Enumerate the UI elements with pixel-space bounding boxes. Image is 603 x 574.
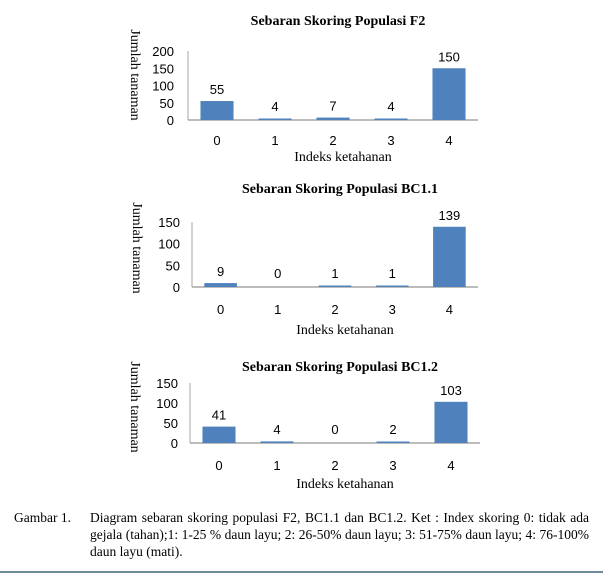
y-axis-label: Jumlah tanaman: [127, 361, 142, 452]
chart-bc11-svg: Sebaran Skoring Populasi BC1.1 Jumlah tan…: [129, 182, 478, 338]
y-tick-label: 50: [164, 416, 178, 431]
y-tick-label: 50: [166, 258, 180, 273]
data-label: 139: [439, 208, 461, 223]
data-label: 103: [440, 383, 462, 398]
chart-title: Sebaran Skoring Populasi F2: [251, 14, 426, 29]
chart-f2-svg: Sebaran Skoring Populasi F2 Jumlah tanama…: [127, 14, 478, 165]
x-tick-label: 1: [271, 133, 278, 148]
figure-caption: Gambar 1. Diagram sebaran skoring popula…: [14, 509, 589, 560]
caption-lead: Gambar 1.: [14, 510, 71, 525]
data-label: 4: [271, 99, 278, 114]
y-tick-label: 100: [158, 237, 180, 252]
data-label: 0: [331, 422, 338, 437]
y-tick-label: 50: [160, 96, 174, 111]
bar: [318, 285, 352, 287]
x-tick-label: 1: [273, 458, 280, 473]
x-tick-label: 4: [445, 133, 452, 148]
x-tick-label: 3: [387, 133, 394, 148]
y-tick-label: 0: [171, 436, 178, 451]
bar: [200, 101, 234, 120]
data-label: 9: [217, 264, 224, 279]
bar: [434, 401, 468, 443]
x-tick-label: 4: [446, 302, 453, 317]
x-tick-label: 0: [215, 458, 222, 473]
x-axis-label: Indeks ketahanan: [296, 477, 394, 492]
y-tick-label: 0: [167, 113, 174, 128]
chart-bc11: Sebaran Skoring Populasi BC1.1 Jumlah tan…: [0, 170, 603, 345]
bar: [204, 283, 237, 287]
data-label: 2: [389, 422, 396, 437]
y-tick-label: 200: [152, 44, 174, 59]
bar: [432, 68, 466, 120]
x-axis-label: Indeks ketahanan: [294, 150, 392, 165]
x-axis-label: Indeks ketahanan: [296, 323, 394, 338]
chart-bc12: Sebaran Skoring Populasi BC1.2 Jumlah tan…: [0, 345, 603, 500]
x-tick-label: 2: [331, 458, 338, 473]
x-tick-label: 4: [447, 458, 454, 473]
bottom-rule: [0, 571, 603, 573]
data-label: 7: [329, 99, 336, 114]
x-tick-label: 3: [389, 302, 396, 317]
chart-title: Sebaran Skoring Populasi BC1.2: [242, 360, 438, 375]
y-axis-label: Jumlah tanaman: [129, 202, 144, 293]
data-label: 41: [212, 408, 226, 423]
data-label: 1: [331, 266, 338, 281]
y-tick-label: 150: [156, 376, 178, 391]
chart-f2: Sebaran Skoring Populasi F2 Jumlah tanama…: [0, 0, 603, 170]
bar: [375, 285, 409, 287]
chart-bc12-svg: Sebaran Skoring Populasi BC1.2 Jumlah tan…: [127, 360, 480, 492]
y-axis-label: Jumlah tanaman: [127, 29, 142, 120]
bar: [260, 441, 294, 443]
y-tick-label: 0: [173, 280, 180, 295]
chart-title: Sebaran Skoring Populasi BC1.1: [242, 182, 438, 197]
x-tick-label: 0: [213, 133, 220, 148]
bar: [258, 118, 292, 120]
x-tick-label: 2: [331, 302, 338, 317]
y-tick-label: 100: [156, 396, 178, 411]
y-tick-label: 100: [152, 79, 174, 94]
data-label: 1: [389, 266, 396, 281]
x-tick-label: 0: [217, 302, 224, 317]
data-label: 0: [274, 266, 281, 281]
y-tick-label: 150: [158, 215, 180, 230]
bar: [433, 226, 466, 287]
data-label: 4: [273, 422, 280, 437]
bar: [202, 426, 236, 443]
caption-text: Diagram sebaran skoring populasi F2, BC1…: [90, 510, 589, 559]
x-tick-label: 3: [389, 458, 396, 473]
data-label: 4: [387, 99, 394, 114]
data-label: 55: [210, 82, 224, 97]
data-label: 150: [438, 49, 460, 64]
x-tick-label: 1: [274, 302, 281, 317]
bar: [316, 117, 350, 120]
bar: [374, 118, 408, 120]
y-tick-label: 150: [152, 61, 174, 76]
bar: [376, 441, 410, 443]
x-tick-label: 2: [329, 133, 336, 148]
